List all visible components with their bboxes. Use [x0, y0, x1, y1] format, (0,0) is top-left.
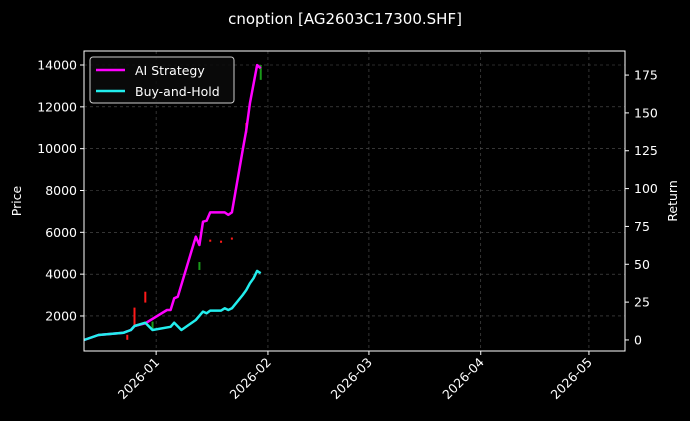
candle-down: [144, 291, 147, 303]
y-tick-label-right: 50: [634, 257, 650, 272]
series-line-buy-and-hold: [83, 269, 262, 342]
y-tick-label-left: 2000: [45, 308, 77, 323]
x-tick-label: 2026-02: [227, 355, 275, 403]
candle-down: [133, 307, 136, 325]
x-axis: 2026-01 2026-02 2026-03 2026-04 2026-05: [115, 351, 595, 402]
candle-up: [198, 262, 201, 270]
candles: [126, 65, 262, 340]
series-lines: [83, 63, 262, 342]
y-tick-label-right: 175: [634, 68, 658, 83]
legend-label-ai-strategy: AI Strategy: [135, 63, 205, 78]
y-tick-label-right: 75: [634, 219, 650, 234]
y-tick-label-left: 10000: [37, 141, 77, 156]
y-tick-label-left: 6000: [45, 225, 77, 240]
y-axis-right: 0 25 50 75 100 125 150 175: [625, 68, 658, 347]
y-tick-label-right: 150: [634, 105, 658, 120]
legend-label-buy-and-hold: Buy-and-Hold: [135, 84, 220, 99]
candle-down: [126, 334, 129, 340]
x-tick-label: 2026-01: [115, 355, 163, 403]
x-tick-label: 2026-04: [439, 354, 487, 402]
y-tick-label-left: 14000: [37, 58, 77, 73]
y-tick-label-right: 125: [634, 143, 658, 158]
candle-down: [209, 239, 212, 242]
legend: AI Strategy Buy-and-Hold: [89, 56, 235, 104]
candle-up: [151, 321, 154, 330]
y-tick-label-left: 8000: [45, 183, 77, 198]
y-tick-label-right: 25: [634, 295, 650, 310]
series-line-ai-strategy: [83, 63, 262, 342]
candle-down: [220, 240, 223, 243]
y-axis-left: 2000 4000 6000 8000 10000 12000 14000: [37, 58, 84, 323]
y-tick-label-left: 4000: [45, 267, 77, 282]
chart-title: cnoption [AG2603C17300.SHF]: [228, 10, 462, 28]
legend-box: [89, 56, 235, 104]
y-tick-label-right: 100: [634, 181, 658, 196]
x-tick-label: 2026-03: [328, 355, 376, 403]
candle-down: [230, 237, 233, 240]
y-axis-left-label: Price: [9, 185, 24, 216]
x-tick-label: 2026-05: [548, 355, 596, 403]
y-tick-label-left: 12000: [37, 99, 77, 114]
y-axis-right-label: Return: [665, 180, 680, 221]
y-tick-label-right: 0: [634, 332, 642, 347]
plot-frame: [83, 50, 626, 352]
candle-up: [259, 65, 262, 80]
